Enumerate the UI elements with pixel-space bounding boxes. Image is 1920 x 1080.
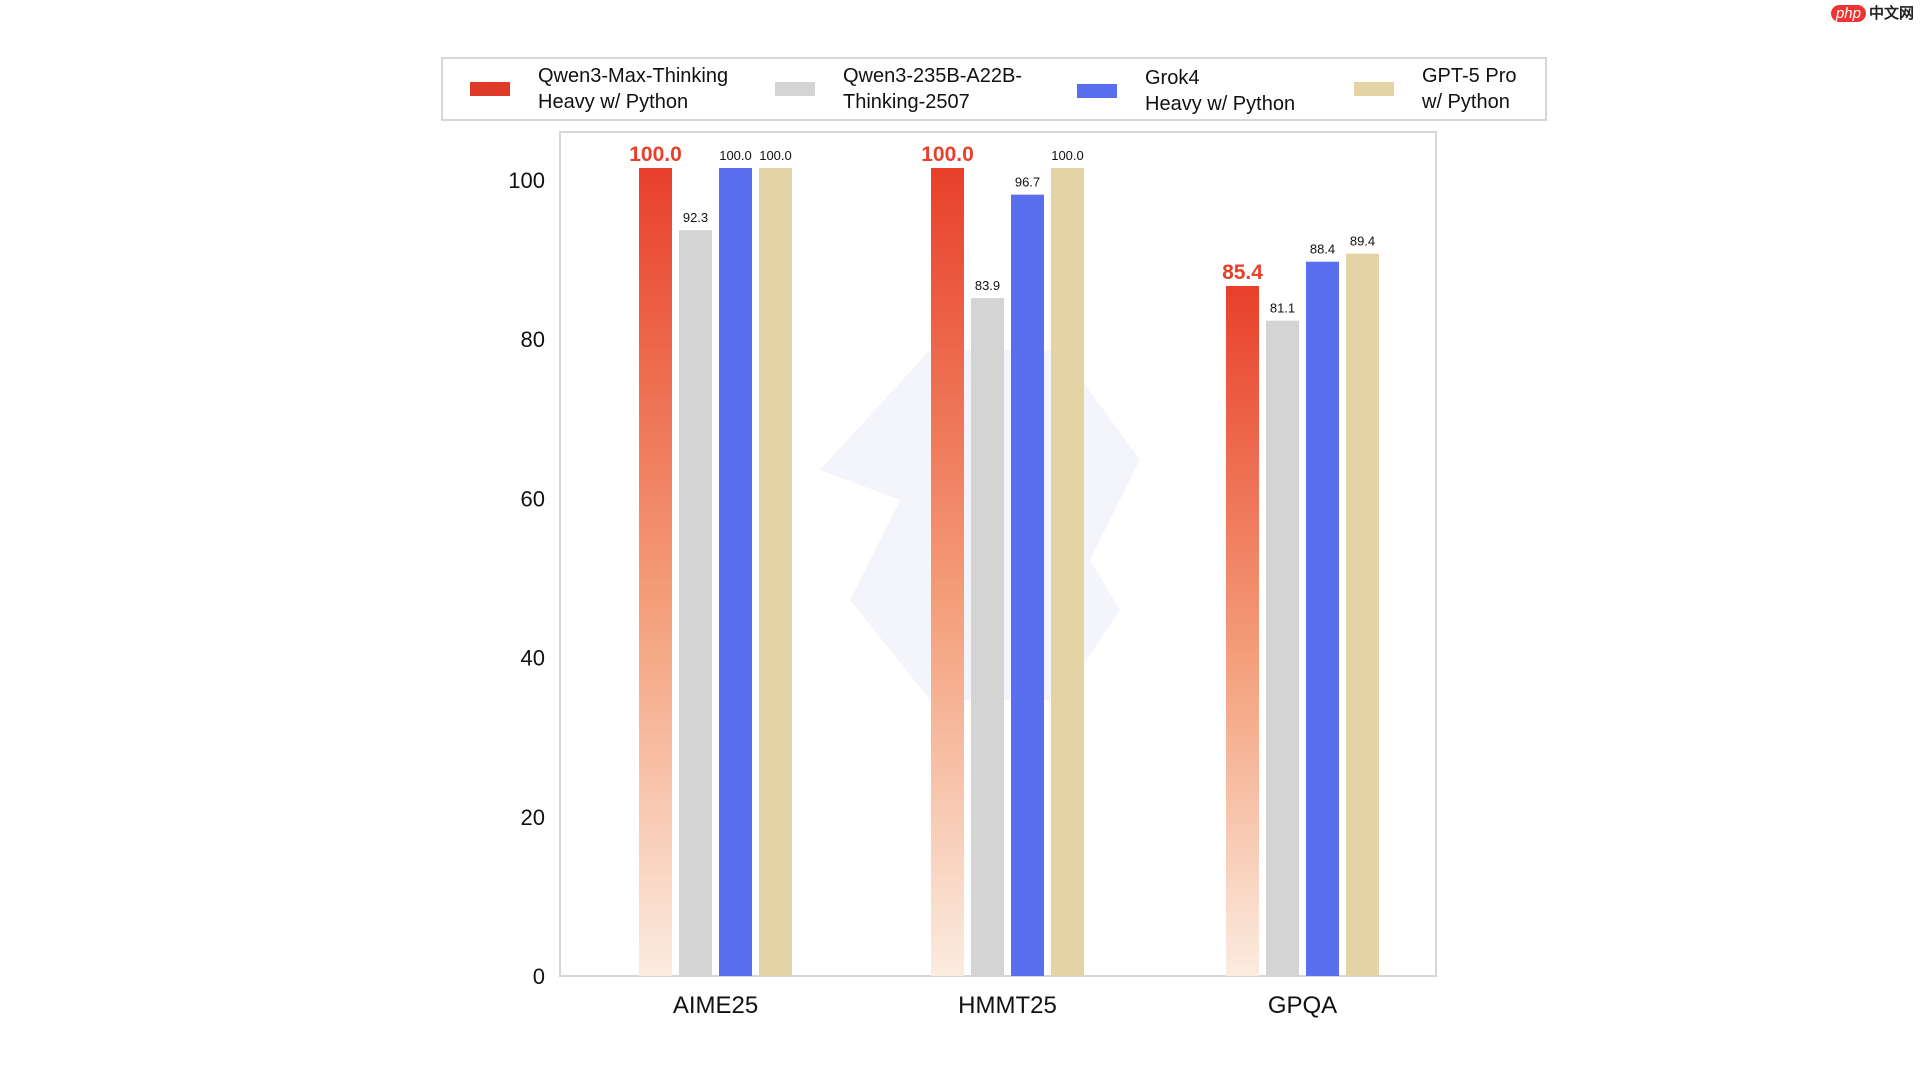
data-label: 81.1 bbox=[1270, 301, 1295, 316]
legend-swatch bbox=[1077, 84, 1117, 98]
legend-label: Grok4 Heavy w/ Python bbox=[1145, 67, 1296, 115]
y-tick-label: 40 bbox=[521, 646, 545, 671]
data-label: 85.4 bbox=[1222, 261, 1263, 284]
bar bbox=[679, 230, 712, 976]
y-tick-label: 60 bbox=[521, 486, 545, 511]
legend: Qwen3-Max-Thinking Heavy w/ Python Qwen3… bbox=[441, 57, 1547, 121]
legend-item: GPT-5 Pro w/ Python bbox=[1354, 63, 1516, 115]
data-label: 100.0 bbox=[759, 148, 792, 163]
y-tick-label: 80 bbox=[521, 327, 545, 352]
x-tick-label: HMMT25 bbox=[958, 992, 1057, 1019]
bar bbox=[971, 298, 1004, 976]
legend-label: GPT-5 Pro w/ Python bbox=[1422, 65, 1517, 113]
legend-item: Qwen3-Max-Thinking Heavy w/ Python bbox=[470, 63, 728, 115]
data-label: 100.0 bbox=[1051, 148, 1084, 163]
bar bbox=[931, 168, 964, 976]
legend-swatch bbox=[470, 82, 510, 96]
bar bbox=[639, 168, 672, 976]
data-label: 100.0 bbox=[719, 148, 752, 163]
bar bbox=[1226, 285, 1259, 976]
bar bbox=[719, 168, 752, 976]
legend-label: Qwen3-Max-Thinking Heavy w/ Python bbox=[538, 65, 729, 113]
data-label: 100.0 bbox=[921, 143, 974, 166]
legend-item: Qwen3-235B-A22B- Thinking-2507 bbox=[775, 63, 1022, 115]
data-label: 83.9 bbox=[975, 278, 1000, 293]
watermark-brand: php bbox=[1830, 5, 1866, 22]
data-label: 92.3 bbox=[683, 210, 708, 225]
y-tick-label: 0 bbox=[533, 964, 545, 989]
x-tick-label: AIME25 bbox=[673, 992, 758, 1019]
x-tick-label: GPQA bbox=[1268, 992, 1337, 1019]
data-label: 89.4 bbox=[1350, 234, 1375, 249]
bar bbox=[1011, 194, 1044, 976]
watermark-logo: php 中文网 bbox=[1830, 2, 1914, 23]
bar bbox=[1306, 261, 1339, 976]
y-tick-label: 100 bbox=[508, 168, 545, 193]
y-tick-label: 20 bbox=[521, 805, 545, 830]
legend-item: Grok4 Heavy w/ Python bbox=[1077, 65, 1295, 117]
bar bbox=[759, 168, 792, 976]
bar bbox=[1266, 320, 1299, 976]
bar bbox=[1346, 253, 1379, 976]
bar bbox=[1051, 168, 1084, 976]
data-label: 100.0 bbox=[629, 143, 682, 166]
data-label: 88.4 bbox=[1310, 242, 1335, 257]
legend-swatch bbox=[1354, 82, 1394, 96]
legend-label: Qwen3-235B-A22B- Thinking-2507 bbox=[843, 65, 1022, 113]
data-label: 96.7 bbox=[1015, 175, 1040, 190]
legend-swatch bbox=[775, 82, 815, 96]
watermark-site: 中文网 bbox=[1868, 5, 1914, 22]
